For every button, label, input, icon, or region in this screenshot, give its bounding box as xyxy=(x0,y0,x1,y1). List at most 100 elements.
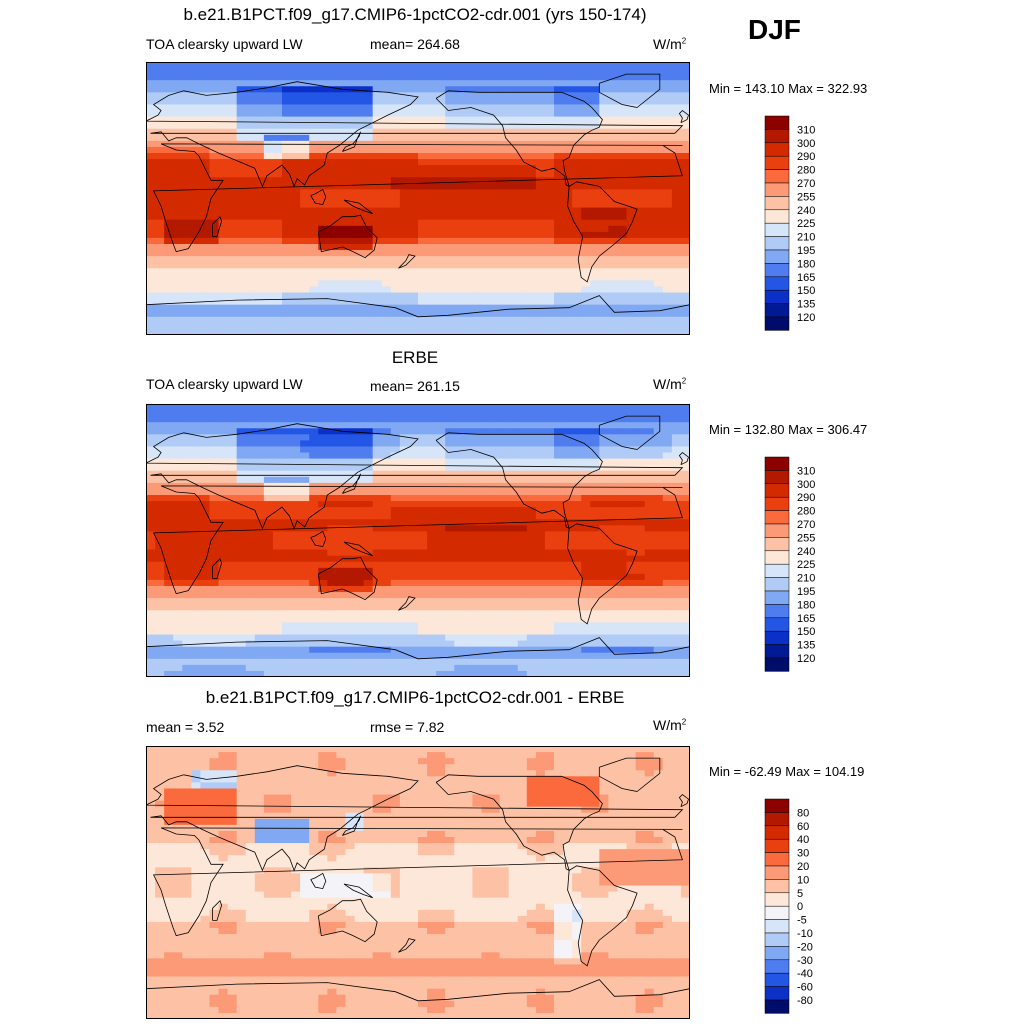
map-cell xyxy=(399,195,410,203)
map-cell xyxy=(282,146,292,154)
map-cell xyxy=(608,134,619,142)
map-cell xyxy=(554,622,564,630)
map-cell xyxy=(544,86,555,93)
map-cell xyxy=(472,476,483,484)
map-cell xyxy=(309,86,319,93)
map-cell xyxy=(173,165,183,172)
map-cell xyxy=(408,519,419,526)
map-cell xyxy=(680,549,690,557)
map-cell xyxy=(526,561,537,569)
map-cell xyxy=(336,116,347,124)
map-cell xyxy=(445,501,455,508)
map-cell xyxy=(535,231,546,239)
map-cell xyxy=(354,201,365,209)
map-cell xyxy=(236,458,247,466)
map-cell xyxy=(345,104,356,112)
map-cell xyxy=(209,452,220,460)
map-cell xyxy=(671,262,682,269)
map-cell xyxy=(209,598,220,605)
map-cell xyxy=(372,250,383,257)
map-cell xyxy=(345,579,356,587)
map-cell xyxy=(173,189,183,197)
map-cell xyxy=(608,573,619,581)
map-cell xyxy=(309,476,319,484)
map-cell xyxy=(155,519,165,526)
map-cell xyxy=(635,280,646,288)
map-cell xyxy=(617,519,628,526)
map-cell xyxy=(254,476,265,484)
map-cell xyxy=(327,316,337,324)
map-cell xyxy=(408,122,419,130)
map-cell xyxy=(245,428,256,435)
map-cell xyxy=(372,440,383,448)
map-cell xyxy=(327,286,337,294)
map-cell xyxy=(554,244,564,251)
map-cell xyxy=(182,549,192,557)
map-cell xyxy=(209,422,220,429)
map-cell xyxy=(236,549,247,557)
map-cell xyxy=(390,256,401,263)
map-cell xyxy=(454,452,464,460)
map-cell xyxy=(336,561,347,569)
map-cell xyxy=(272,531,283,539)
map-cell xyxy=(544,80,555,87)
map-cell xyxy=(209,213,220,221)
map-cell xyxy=(182,561,192,569)
map-cell xyxy=(436,440,446,448)
map-cell xyxy=(590,537,600,545)
map-cell xyxy=(563,250,573,257)
map-cell xyxy=(291,104,301,112)
map-cell xyxy=(336,428,347,435)
map-cell xyxy=(445,573,455,581)
map-cell xyxy=(436,543,446,551)
map-cell xyxy=(372,434,383,441)
map-cell xyxy=(535,201,546,209)
map-cell xyxy=(653,116,664,124)
map-cell xyxy=(535,213,546,221)
colorbar-swatch xyxy=(764,289,790,304)
map-cell xyxy=(390,464,401,472)
map-cell xyxy=(318,231,328,239)
map-cell xyxy=(572,237,582,245)
map-cell xyxy=(309,470,319,478)
map-cell xyxy=(653,159,664,166)
map-cell xyxy=(263,262,274,269)
map-cell xyxy=(418,177,428,184)
map-cell xyxy=(381,586,392,593)
map-cell xyxy=(581,153,591,160)
map-cell xyxy=(146,537,156,545)
map-cell xyxy=(300,537,310,545)
map-cell xyxy=(327,610,337,617)
map-cell xyxy=(164,274,174,281)
map-cell xyxy=(345,586,356,593)
map-cell xyxy=(200,446,211,454)
map-cell xyxy=(481,219,492,227)
map-cell xyxy=(662,231,673,239)
map-cell xyxy=(309,189,319,197)
map-cell xyxy=(218,525,229,532)
map-cell xyxy=(572,189,582,197)
map-cell xyxy=(200,292,211,300)
map-cell xyxy=(345,286,356,294)
map-cell xyxy=(472,410,483,417)
map-cell xyxy=(644,616,655,623)
map-cell xyxy=(436,165,446,172)
map-cell xyxy=(490,80,501,87)
map-cell xyxy=(454,525,464,532)
map-cell xyxy=(644,434,655,441)
map-cell xyxy=(164,219,174,227)
map-cell xyxy=(164,116,174,124)
map-cell xyxy=(563,219,573,227)
map-cell xyxy=(191,592,201,599)
map-cell xyxy=(590,310,600,318)
map-cell xyxy=(363,598,374,605)
map-cell xyxy=(626,201,637,209)
map-cell xyxy=(309,513,319,520)
map-cell xyxy=(499,555,510,563)
map-cell xyxy=(517,410,528,417)
map-cell xyxy=(635,501,646,508)
map-cell xyxy=(381,298,392,306)
map-cell xyxy=(499,464,510,472)
map-cell xyxy=(517,488,528,496)
map-cell xyxy=(272,543,283,551)
